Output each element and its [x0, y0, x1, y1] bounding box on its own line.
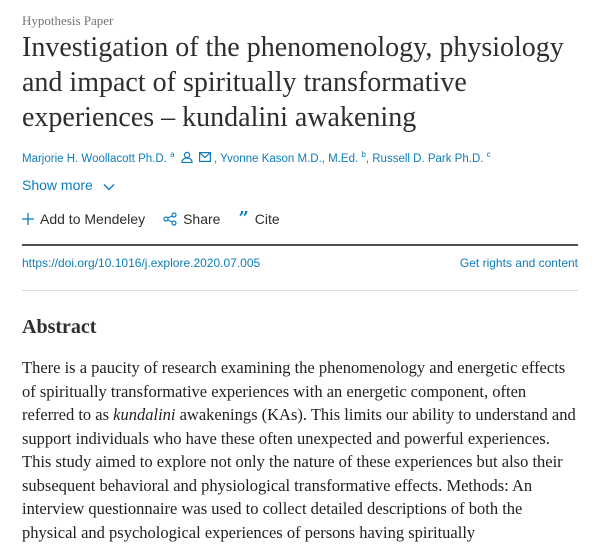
chevron-down-icon — [103, 178, 115, 194]
abstract-heading: Abstract — [22, 316, 97, 338]
author-link[interactable]: Russell D. Park Ph.D. — [372, 152, 484, 165]
quote-icon: ” — [238, 208, 249, 229]
article-type: Hypothesis Paper — [22, 13, 114, 28]
affiliation-sup[interactable]: c — [486, 150, 491, 159]
add-to-mendeley-button[interactable]: Add to Mendeley — [22, 211, 145, 227]
divider — [22, 290, 578, 291]
share-icon — [163, 212, 177, 226]
doi-link[interactable]: https://doi.org/10.1016/j.explore.2020.0… — [22, 256, 261, 270]
show-more-button[interactable]: Show more — [22, 177, 578, 194]
divider — [22, 244, 578, 246]
plus-icon — [22, 213, 34, 225]
mendeley-label: Add to Mendeley — [40, 211, 146, 227]
author-list: Marjorie H. Woollacott Ph.D. a , Yvonne … — [22, 150, 491, 166]
person-icon[interactable] — [181, 151, 193, 166]
page-title: Investigation of the phenomenology, phys… — [22, 32, 564, 133]
affiliation-sup[interactable]: b — [361, 150, 366, 159]
affiliation-sup[interactable]: a — [170, 150, 175, 159]
author-link[interactable]: Marjorie H. Woollacott Ph.D. — [22, 152, 167, 165]
share-button[interactable]: Share — [163, 211, 220, 227]
share-label: Share — [183, 211, 221, 227]
email-icon[interactable] — [198, 152, 211, 165]
abstract-part: There is a paucity of research examining… — [22, 358, 566, 424]
author-link[interactable]: Yvonne Kason M.D., M.Ed. — [220, 152, 359, 165]
abstract-part: awakenings (KAs). This limits our abilit… — [22, 405, 576, 542]
abstract-italic: kundalini — [113, 405, 176, 424]
doi-bar: https://doi.org/10.1016/j.explore.2020.0… — [22, 256, 578, 270]
show-more-label: Show more — [22, 177, 93, 193]
cite-label: Cite — [254, 211, 280, 227]
cite-button[interactable]: ” Cite — [238, 208, 280, 229]
abstract-text: There is a paucity of research examining… — [22, 356, 578, 544]
article-actions: Add to Mendeley Share ” Cite — [22, 208, 578, 229]
rights-link[interactable]: Get rights and content — [459, 256, 578, 270]
